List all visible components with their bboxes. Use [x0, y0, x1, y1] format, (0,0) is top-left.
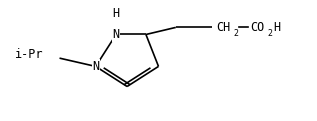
Text: N: N — [92, 60, 99, 73]
Text: CO: CO — [250, 21, 264, 34]
Text: 2: 2 — [268, 29, 273, 38]
Text: CH: CH — [217, 21, 231, 34]
Text: N: N — [113, 28, 120, 41]
Text: i-Pr: i-Pr — [16, 48, 44, 61]
Text: H: H — [113, 7, 120, 20]
Text: 2: 2 — [234, 29, 239, 38]
Text: H: H — [273, 21, 280, 34]
